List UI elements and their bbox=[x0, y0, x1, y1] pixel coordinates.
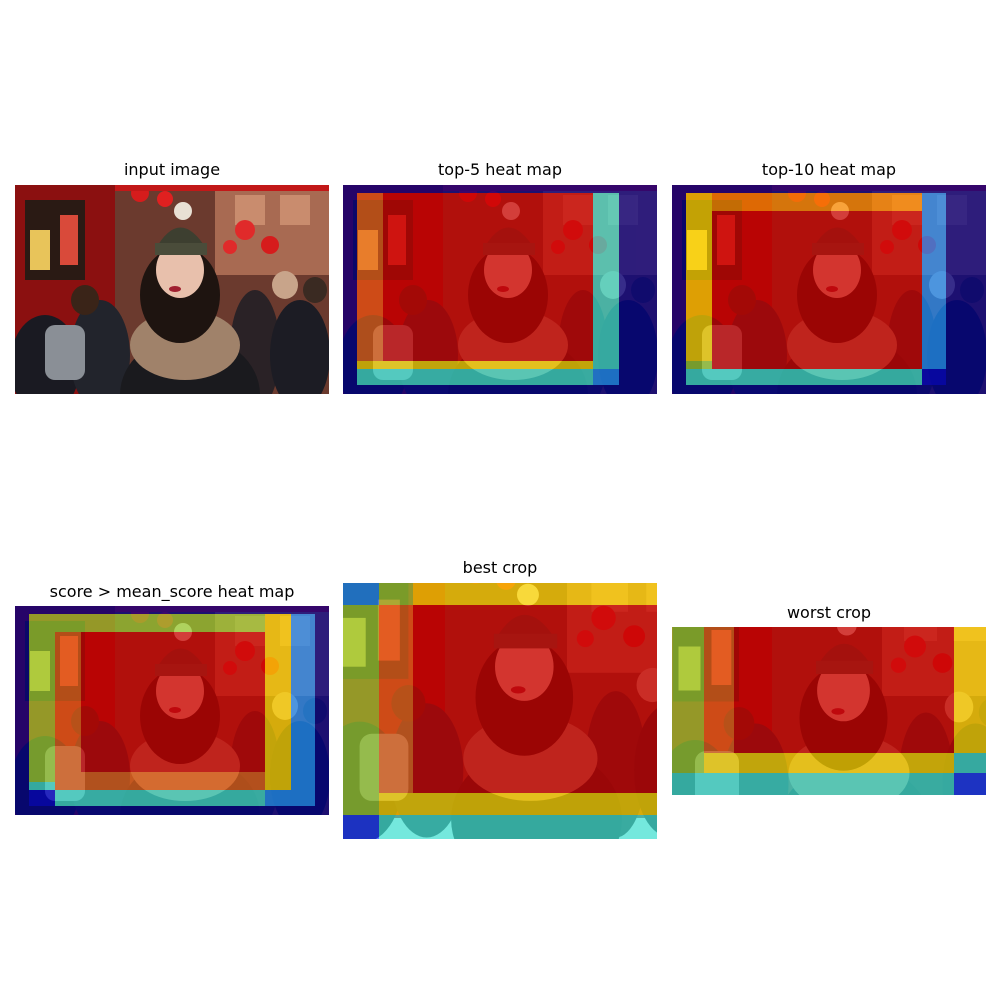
input-image bbox=[15, 185, 329, 394]
worst-crop bbox=[672, 627, 986, 795]
input-photo bbox=[15, 185, 329, 394]
panel-title-worst: worst crop bbox=[786, 603, 872, 622]
panel-title-top5: top-5 heat map bbox=[438, 160, 562, 179]
top10-overlay bbox=[672, 185, 986, 394]
mean-score-overlay bbox=[15, 606, 329, 815]
panel-title-input: input image bbox=[123, 160, 221, 179]
top5-overlay bbox=[343, 185, 657, 394]
panel-title-top10: top-10 heat map bbox=[761, 160, 897, 179]
worst-crop-overlay bbox=[672, 627, 986, 795]
mean-score-heat-map bbox=[15, 606, 329, 815]
best-crop bbox=[343, 583, 657, 839]
top10-heat-map bbox=[672, 185, 986, 394]
top5-heat-map bbox=[343, 185, 657, 394]
best-crop-overlay bbox=[343, 583, 657, 839]
panel-title-best: best crop bbox=[462, 558, 538, 577]
panel-title-mean: score > mean_score heat map bbox=[49, 582, 295, 601]
